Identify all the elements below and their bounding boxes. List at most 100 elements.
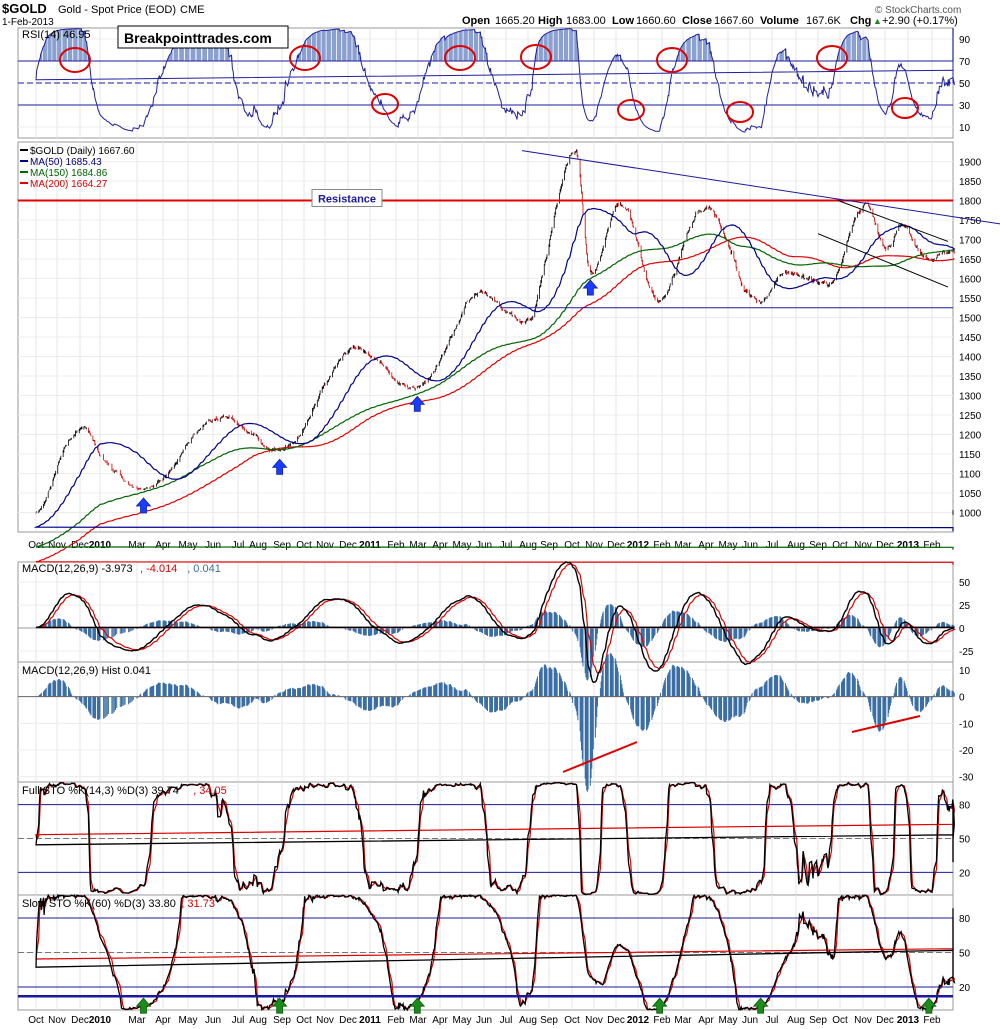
- price-tick-label: 1150: [959, 450, 981, 461]
- macd-series-group: MACD(12,26,9) -3.973 , -4.014 , 0.041: [18, 561, 957, 683]
- price-up-arrow-icon: [409, 395, 426, 412]
- x-axis-label: 2011: [359, 1015, 381, 1026]
- x-axis-label: Oct: [296, 540, 312, 551]
- watermark-box: [117, 25, 289, 49]
- x-axis-label: Mar: [128, 540, 146, 551]
- legend-entry: MA(200) 1664.27: [30, 179, 108, 190]
- x-axis-label: Dec: [71, 1015, 89, 1026]
- rsi-overbought-circle: [656, 47, 688, 73]
- x-axis-label: Sep: [273, 1015, 291, 1026]
- price-tick-label: 1550: [959, 294, 982, 305]
- x-axis-label: Feb: [653, 1015, 671, 1026]
- full_sto-tick-label: 20: [959, 868, 971, 879]
- x-axis-label: Dec: [607, 540, 625, 551]
- x-axis-label: Dec: [876, 1015, 894, 1026]
- macd-title-part: , 0.041: [187, 563, 221, 575]
- full_sto-tick-label: 50: [959, 835, 971, 846]
- price-tick-label: 1500: [959, 314, 982, 325]
- rsi-oversold-circle: [617, 99, 645, 121]
- resistance-label-box: [311, 189, 383, 207]
- price-tick-label: 1400: [959, 353, 982, 364]
- rsi-overbought-circle: [444, 45, 476, 71]
- x-axis-label: Jul: [232, 1015, 245, 1026]
- slow-sto-up-arrow-icon: [752, 997, 769, 1014]
- high-label: High: [538, 15, 563, 27]
- ma50-line: [33, 207, 956, 532]
- volume-label: Volume: [760, 15, 799, 27]
- full_sto-title-part: Full STO %K(14,3) %D(3) 39.74: [22, 785, 179, 797]
- slow_sto-tick-label: 50: [959, 949, 971, 960]
- x-axis-label: Dec: [71, 540, 89, 551]
- x-axis-label: Apr: [155, 1015, 171, 1026]
- price-tick-label: 1300: [959, 392, 982, 403]
- x-axis-label: Aug: [519, 1015, 537, 1026]
- x-axis-label: Nov: [316, 1015, 334, 1026]
- downtrend-line: [521, 150, 1000, 225]
- x-axis-label: Nov: [316, 540, 334, 551]
- provider-credit: © StockCharts.com: [875, 5, 961, 16]
- divergence-line: [851, 715, 921, 733]
- full_sto-k-line: [35, 781, 955, 896]
- x-axis-label: Oct: [832, 540, 848, 551]
- x-axis-label: Dec: [876, 540, 894, 551]
- channel-upper-line: [837, 200, 949, 242]
- x-axis-label: Nov: [585, 1015, 603, 1026]
- x-axis-label: Mar: [674, 1015, 692, 1026]
- x-axis-label: Oct: [296, 1015, 312, 1026]
- x-axis-label: May: [453, 1015, 472, 1026]
- x-axis-label: 2012: [627, 1015, 650, 1026]
- x-axis-label: Jun: [742, 1015, 758, 1026]
- x-axis-label: Sep: [809, 540, 827, 551]
- x-axis-label: Feb: [387, 540, 405, 551]
- panel-macd: 50 25 0 -25: [17, 561, 974, 663]
- x-axis-label: Sep: [273, 540, 291, 551]
- macd_hist-tick-label: -30: [959, 773, 974, 784]
- x-axis-bottom: Oct Nov Dec 2010 Mar Apr May Jun Jul Aug Sep Oct Nov…: [28, 1015, 941, 1026]
- rsi-tick-label: 50: [959, 79, 971, 90]
- macd_hist-tick-label: 10: [959, 666, 971, 677]
- price-tick-label: 1650: [959, 255, 982, 266]
- x-axis-label: Nov: [48, 1015, 66, 1026]
- macd-hist-series-group: MACD(12,26,9) Hist 0.041: [18, 653, 955, 792]
- x-axis-label: May: [179, 540, 198, 551]
- macd-line: [35, 561, 955, 683]
- x-axis-label: Jun: [476, 1015, 492, 1026]
- slow_sto-tick-label: 20: [959, 983, 971, 994]
- rsi-tick-label: 70: [959, 57, 971, 68]
- rsi-tick-label: 10: [959, 123, 971, 134]
- price-up-arrow-icon: [271, 458, 288, 475]
- ma150-line: [35, 233, 955, 550]
- x-axis-label: May: [719, 540, 738, 551]
- legend-entry: $GOLD (Daily) 1667.60: [30, 146, 135, 157]
- rsi-overbought-circle: [59, 47, 91, 73]
- x-axis-label: 2011: [359, 540, 381, 551]
- rsi-overbought-circle: [289, 45, 321, 71]
- ohlc-readout: Open 1665.20 High 1683.00 Low 1660.60 Cl…: [462, 15, 958, 27]
- x-axis-label: Jun: [476, 540, 492, 551]
- x-axis-label: Dec: [339, 540, 357, 551]
- slow_sto-tick-label: 80: [959, 914, 971, 925]
- price-tick-label: 1250: [959, 411, 982, 422]
- x-axis-label: Apr: [698, 1015, 714, 1026]
- x-axis-label: Oct: [28, 540, 44, 551]
- chart-panels: 90 70 50 30 10 1900 1850 1800 1750 1700 1650 1600 15…: [17, 25, 1000, 1026]
- x-axis-label: Jul: [500, 540, 513, 551]
- full_sto-tick-label: 80: [959, 801, 971, 812]
- x-axis-label: May: [453, 540, 472, 551]
- macd-hist-title: MACD(12,26,9) Hist 0.041: [22, 665, 151, 677]
- macd_hist-tick-label: 0: [959, 693, 965, 704]
- legend-entry: MA(50) 1685.43: [30, 157, 102, 168]
- x-axis-label: Oct: [832, 1015, 848, 1026]
- x-axis-label: Nov: [48, 540, 66, 551]
- slow-sto-up-arrow-icon: [921, 997, 937, 1014]
- slow_sto-k-line: [35, 893, 956, 1012]
- legend-entry: MA(150) 1684.86: [30, 168, 108, 179]
- x-axis-label: Dec: [339, 1015, 357, 1026]
- resistance-label: Resistance: [318, 194, 376, 206]
- x-axis-label: Aug: [519, 540, 537, 551]
- x-axis-label: Feb: [923, 1015, 941, 1026]
- x-axis-label: Mar: [128, 1015, 146, 1026]
- x-axis-label: Apr: [698, 540, 714, 551]
- macd-tick-label: 0: [959, 624, 965, 635]
